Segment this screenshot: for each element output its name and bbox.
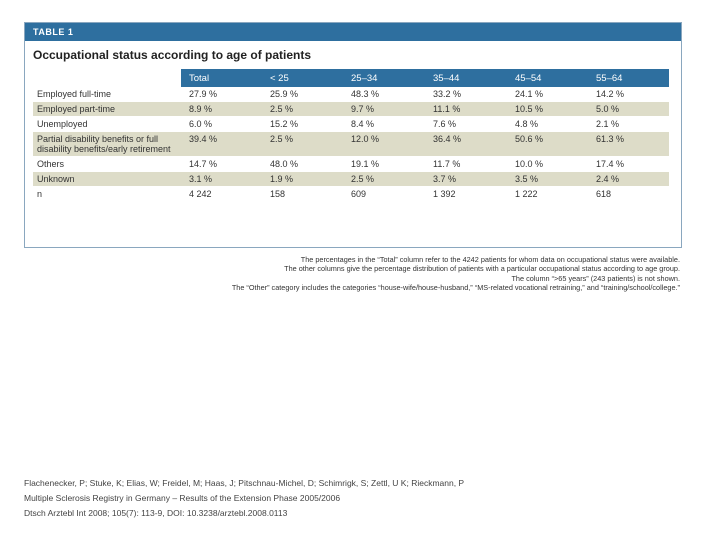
table-cell: 8.4 % <box>343 116 425 132</box>
column-header: Total <box>181 69 262 87</box>
table-cell: 48.3 % <box>343 87 425 102</box>
table-label: TABLE 1 <box>25 23 681 41</box>
table-cell: 1 392 <box>425 186 507 202</box>
table-cell: 39.4 % <box>181 131 262 157</box>
table-cell: 158 <box>262 186 343 202</box>
table-cell: 33.2 % <box>425 87 507 102</box>
occupational-status-table: Total < 25 25–34 35–44 45–54 55–64 Emplo… <box>33 69 669 202</box>
table-cell: 10.5 % <box>507 101 588 117</box>
table-row: n 4 242 158 609 1 392 1 222 618 <box>33 186 669 202</box>
table-row: Unemployed 6.0 % 15.2 % 8.4 % 7.6 % 4.8 … <box>33 116 669 132</box>
column-header: 25–34 <box>343 69 425 87</box>
table-cell: 3.7 % <box>425 171 507 187</box>
table-cell: 2.5 % <box>343 171 425 187</box>
citation-title: Multiple Sclerosis Registry in Germany –… <box>24 493 341 503</box>
table-figure: TABLE 1 Occupational status according to… <box>24 22 682 248</box>
footnote: The “Other” category includes the catego… <box>231 283 680 293</box>
table-cell: 10.0 % <box>507 156 588 172</box>
table-cell: 24.1 % <box>507 87 588 102</box>
table-cell: 19.1 % <box>343 156 425 172</box>
table-cell: 12.0 % <box>343 131 425 157</box>
row-label: Unemployed <box>33 116 181 132</box>
table-cell: 609 <box>343 186 425 202</box>
table-header-row: Total < 25 25–34 35–44 45–54 55–64 <box>33 69 669 87</box>
table-cell: 36.4 % <box>425 131 507 157</box>
table-row: Employed part-time 8.9 % 2.5 % 9.7 % 11.… <box>33 101 669 117</box>
table-row: Unknown 3.1 % 1.9 % 2.5 % 3.7 % 3.5 % 2.… <box>33 171 669 187</box>
table-cell: 48.0 % <box>262 156 343 172</box>
row-label: Employed full-time <box>33 87 181 102</box>
table-cell: 2.4 % <box>588 171 669 187</box>
table-cell: 17.4 % <box>588 156 669 172</box>
citation: Flachenecker, P; Stuke, K; Elias, W; Fre… <box>24 476 464 521</box>
table-cell: 7.6 % <box>425 116 507 132</box>
footnote: The other columns give the percentage di… <box>284 264 680 274</box>
table-cell: 14.2 % <box>588 87 669 102</box>
footnote: The percentages in the “Total” column re… <box>300 255 680 264</box>
table-row: Employed full-time 27.9 % 25.9 % 48.3 % … <box>33 87 669 102</box>
table-cell: 2.5 % <box>262 131 343 157</box>
table-cell: 14.7 % <box>181 156 262 172</box>
table-cell: 50.6 % <box>507 131 588 157</box>
table-title: Occupational status according to age of … <box>33 48 312 62</box>
footnote: The column “>65 years” (243 patients) is… <box>511 273 680 283</box>
table-cell: 1.9 % <box>262 171 343 187</box>
row-label: Partial disability benefits or full disa… <box>33 131 181 157</box>
column-header: 55–64 <box>588 69 669 87</box>
citation-authors: Flachenecker, P; Stuke, K; Elias, W; Fre… <box>24 478 465 488</box>
table-cell: 3.5 % <box>507 171 588 187</box>
table-cell: 618 <box>588 186 669 202</box>
row-label: n <box>33 186 181 202</box>
table-cell: 2.5 % <box>262 101 343 117</box>
header-blank <box>33 69 181 87</box>
table-cell: 5.0 % <box>588 101 669 117</box>
table-cell: 8.9 % <box>181 101 262 117</box>
table-cell: 15.2 % <box>262 116 343 132</box>
table-cell: 2.1 % <box>588 116 669 132</box>
citation-source: Dtsch Arztebl Int 2008; 105(7): 113-9, D… <box>24 508 288 518</box>
table-row: Others 14.7 % 48.0 % 19.1 % 11.7 % 10.0 … <box>33 156 669 172</box>
table-cell: 4.8 % <box>507 116 588 132</box>
table-footnotes: The percentages in the “Total” column re… <box>232 255 680 293</box>
row-label: Others <box>33 156 181 172</box>
table-cell: 4 242 <box>181 186 262 202</box>
column-header: < 25 <box>262 69 343 87</box>
table-cell: 1 222 <box>507 186 588 202</box>
row-label: Employed part-time <box>33 101 181 117</box>
column-header: 35–44 <box>425 69 507 87</box>
table-cell: 9.7 % <box>343 101 425 117</box>
table-cell: 11.7 % <box>425 156 507 172</box>
table-cell: 25.9 % <box>262 87 343 102</box>
table-row: Partial disability benefits or full disa… <box>33 131 669 157</box>
table-cell: 3.1 % <box>181 171 262 187</box>
table-cell: 61.3 % <box>588 131 669 157</box>
table-cell: 6.0 % <box>181 116 262 132</box>
table-cell: 27.9 % <box>181 87 262 102</box>
row-label: Unknown <box>33 171 181 187</box>
table-cell: 11.1 % <box>425 101 507 117</box>
column-header: 45–54 <box>507 69 588 87</box>
